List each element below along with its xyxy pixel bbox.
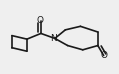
Text: O: O	[101, 51, 108, 60]
Text: N: N	[50, 34, 57, 43]
Text: O: O	[36, 16, 43, 25]
